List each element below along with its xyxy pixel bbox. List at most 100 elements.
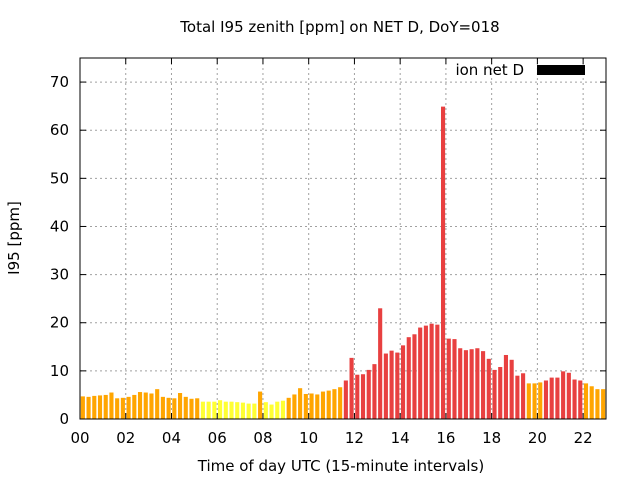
bar (263, 402, 268, 419)
bar (400, 345, 406, 419)
bar (486, 358, 491, 419)
chart-title: Total I95 zenith [ppm] on NET D, DoY=018 (179, 18, 499, 36)
bar (109, 392, 114, 419)
bars (80, 106, 606, 419)
bar (200, 401, 205, 419)
bar (218, 400, 223, 419)
bar (492, 369, 497, 419)
bar (532, 383, 537, 419)
bar (435, 324, 440, 419)
x-tick-label: 10 (299, 429, 318, 447)
y-tick-label: 70 (50, 73, 69, 91)
x-tick-label: 02 (116, 429, 135, 447)
x-tick-label: 22 (574, 429, 593, 447)
x-tick-label: 18 (482, 429, 501, 447)
bar (189, 398, 194, 419)
bar (429, 323, 434, 419)
bar (223, 401, 228, 419)
bar (515, 375, 520, 419)
bar (561, 371, 566, 419)
bar (589, 386, 594, 419)
bar (103, 394, 108, 419)
x-tick-label: 12 (345, 429, 364, 447)
bar (172, 398, 177, 419)
bar (526, 383, 531, 419)
bar (132, 394, 137, 419)
x-tick-label: 14 (391, 429, 410, 447)
y-tick-label: 30 (50, 266, 69, 284)
y-tick-label: 10 (50, 362, 69, 380)
bar (360, 374, 366, 419)
x-tick-label: 06 (208, 429, 227, 447)
axis-ticks: 0 10 20 30 40 50 60 70 00 02 04 06 08 10 12 14 16 18 20 22 (50, 58, 606, 447)
bar (143, 392, 148, 419)
x-tick-label: 08 (253, 429, 272, 447)
bar (275, 401, 280, 419)
bar (298, 388, 303, 419)
bar (481, 351, 486, 419)
bar (338, 387, 343, 419)
bar (578, 380, 583, 419)
bar (566, 372, 571, 419)
bar (521, 373, 526, 419)
legend-label: ion net D (455, 61, 524, 79)
bar (115, 398, 120, 419)
bar (252, 403, 257, 419)
bar (572, 379, 577, 419)
bar (195, 398, 200, 419)
bar (498, 367, 503, 419)
bar (235, 402, 240, 419)
bar (395, 352, 400, 419)
bar (155, 389, 160, 419)
bar (303, 393, 308, 419)
bar (475, 348, 480, 419)
bar (86, 396, 91, 419)
bar (543, 380, 549, 419)
x-tick-label: 16 (436, 429, 455, 447)
bar (538, 382, 543, 419)
bar (320, 391, 326, 419)
y-tick-label: 50 (50, 169, 69, 187)
bar (372, 364, 377, 419)
y-axis-label: I95 [ppm] (5, 201, 23, 275)
bar (97, 395, 103, 419)
plot-frame (79, 57, 607, 420)
bar (309, 393, 314, 419)
bar (406, 337, 411, 419)
bar (286, 397, 291, 419)
bar (315, 394, 320, 419)
bar (383, 353, 388, 419)
bar (149, 393, 154, 419)
y-tick-label: 20 (50, 314, 69, 332)
bar (326, 390, 331, 419)
bar (509, 359, 514, 419)
bar (183, 396, 188, 419)
bar (378, 308, 383, 419)
bar (418, 327, 423, 419)
bar (503, 354, 509, 419)
bar (92, 395, 97, 419)
bar (332, 389, 337, 419)
bar (549, 377, 554, 419)
grid (80, 58, 606, 419)
bar (440, 106, 446, 419)
bar (166, 397, 171, 419)
x-tick-label: 00 (70, 429, 89, 447)
bar (292, 394, 297, 419)
bar (583, 383, 589, 419)
bar (246, 403, 251, 419)
bar (463, 350, 468, 419)
bar (555, 377, 560, 419)
bar (469, 349, 474, 419)
bar (366, 369, 371, 419)
bar (423, 325, 428, 419)
legend: ion net D (455, 61, 585, 79)
x-tick-label: 20 (528, 429, 547, 447)
bar (412, 334, 417, 419)
x-axis-label: Time of day UTC (15-minute intervals) (197, 457, 484, 475)
bar (343, 380, 348, 419)
bar (349, 357, 354, 419)
bar (212, 401, 217, 419)
bar (258, 391, 263, 419)
